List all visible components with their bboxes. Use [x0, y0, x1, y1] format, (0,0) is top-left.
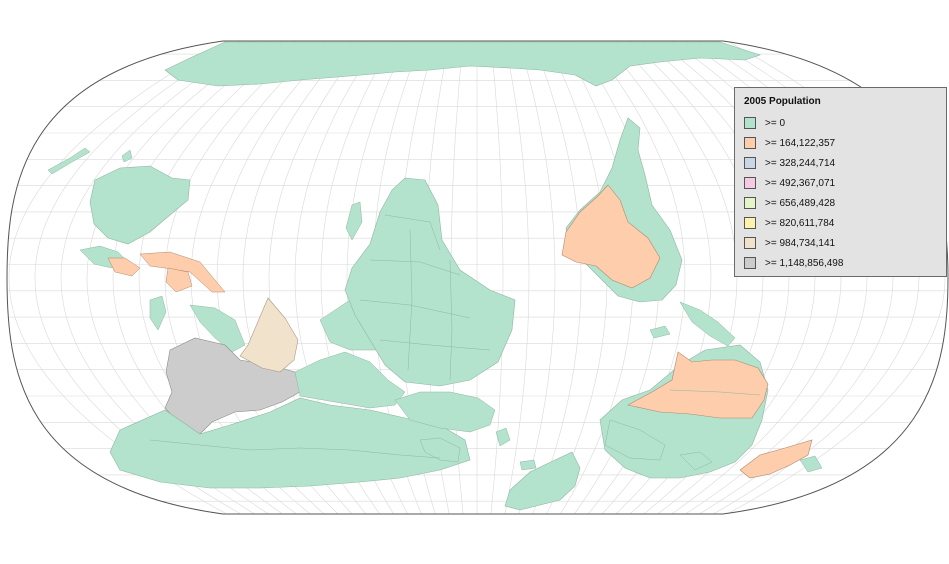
- legend-swatch: [744, 177, 756, 189]
- legend-label: >= 164,122,357: [765, 137, 836, 149]
- legend-label: >= 492,367,071: [765, 177, 836, 189]
- arctic-islands-2[interactable]: [679, 451, 713, 471]
- legend-swatch: [744, 137, 756, 149]
- central-america[interactable]: [679, 301, 736, 347]
- antarctica[interactable]: [164, 41, 761, 87]
- russia-east[interactable]: [739, 439, 813, 479]
- legend-swatch: [744, 237, 756, 249]
- graticule-meridian: [504, 41, 530, 514]
- brazil[interactable]: [561, 184, 661, 289]
- china[interactable]: [164, 337, 301, 435]
- legend-item: >= 492,367,071: [744, 173, 937, 193]
- indonesia[interactable]: [107, 257, 141, 277]
- greenland[interactable]: [504, 451, 581, 511]
- australia[interactable]: [89, 165, 191, 245]
- legend-swatch: [744, 217, 756, 229]
- iceland[interactable]: [519, 459, 537, 471]
- legend-item: >= 1,148,856,498: [744, 253, 937, 273]
- india[interactable]: [239, 297, 299, 373]
- caribbean[interactable]: [649, 325, 671, 339]
- legend-item: >= 0: [744, 113, 937, 133]
- legend-label: >= 984,734,141: [765, 237, 836, 249]
- legend-item: >= 820,611,784: [744, 213, 937, 233]
- central-asia[interactable]: [294, 351, 406, 409]
- legend-swatch: [744, 197, 756, 209]
- legend-label: >= 0: [765, 117, 786, 129]
- island-west[interactable]: [121, 149, 133, 163]
- legend-item: >= 164,122,357: [744, 133, 937, 153]
- alaska[interactable]: [799, 455, 823, 473]
- legend-swatch: [744, 157, 756, 169]
- philippines[interactable]: [149, 295, 167, 331]
- legend-label: >= 1,148,856,498: [765, 257, 844, 269]
- united-states[interactable]: [627, 351, 769, 419]
- graticule-meridian: [518, 41, 556, 514]
- graticule-meridian: [532, 41, 582, 514]
- africa[interactable]: [344, 177, 516, 387]
- europe[interactable]: [394, 391, 496, 433]
- russia[interactable]: [109, 397, 471, 489]
- land-layer: [47, 41, 823, 511]
- country-borders: [149, 214, 761, 459]
- madagascar[interactable]: [345, 201, 363, 241]
- legend-swatch: [744, 117, 756, 129]
- borneo[interactable]: [165, 267, 193, 293]
- graticule-meridian: [490, 41, 504, 514]
- legend-label: >= 820,611,784: [765, 217, 835, 229]
- map-legend: 2005 Population >= 0 >= 164,122,357 >= 328…: [734, 87, 947, 277]
- british-isles[interactable]: [495, 427, 511, 447]
- islands-upper-left[interactable]: [47, 147, 91, 175]
- scandinavia[interactable]: [419, 437, 461, 463]
- indonesia-east[interactable]: [139, 251, 226, 293]
- legend-title: 2005 Population: [744, 96, 821, 107]
- legend-item: >= 328,244,714: [744, 153, 937, 173]
- legend-items: >= 0 >= 164,122,357 >= 328,244,714 >= 492,3…: [744, 113, 937, 273]
- legend-label: >= 656,489,428: [765, 197, 836, 209]
- legend-item: >= 656,489,428: [744, 193, 937, 213]
- legend-label: >= 328,244,714: [765, 157, 836, 169]
- legend-swatch: [744, 257, 756, 269]
- legend-item: >= 984,734,141: [744, 233, 937, 253]
- arctic-islands[interactable]: [604, 419, 666, 461]
- southeast-asia[interactable]: [189, 304, 246, 353]
